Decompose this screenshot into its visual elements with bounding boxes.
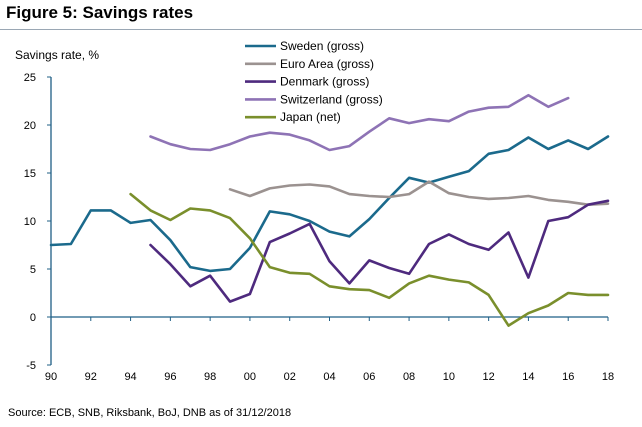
- x-tick-label: 90: [45, 371, 57, 383]
- y-tick-label: 15: [24, 168, 36, 180]
- x-tick-label: 96: [164, 371, 176, 383]
- series-line-euro-area-gross: [228, 180, 610, 206]
- source-note: Source: ECB, SNB, Riksbank, BoJ, DNB as …: [8, 407, 292, 419]
- legend: Sweden (gross) Euro Area (gross) Denmark (…: [245, 39, 383, 124]
- y-tick-label: 5: [30, 264, 36, 276]
- x-tick-label: 18: [602, 371, 614, 383]
- series-line-sweden-gross: [49, 135, 610, 273]
- y-axis: -5 0 5 10 15 20 25: [24, 72, 52, 372]
- series-line-japan-net: [129, 192, 610, 327]
- title-divider: [0, 29, 642, 30]
- x-tick-label: 98: [204, 371, 216, 383]
- x-tick-label: 06: [363, 371, 375, 383]
- y-tick-label: -5: [26, 360, 36, 372]
- y-tick-label: 20: [24, 120, 36, 132]
- y-tick-label: 10: [24, 216, 36, 228]
- legend-label-euro-area-gross: Euro Area (gross): [280, 57, 374, 71]
- y-axis-label: Savings rate, %: [15, 48, 99, 62]
- x-tick-label: 02: [284, 371, 296, 383]
- x-tick-label: 94: [124, 371, 136, 383]
- x-tick-label: 92: [85, 371, 97, 383]
- figure-title: Figure 5: Savings rates: [6, 3, 194, 22]
- x-tick-label: 14: [522, 371, 534, 383]
- y-tick-label: 25: [24, 72, 36, 84]
- x-tick-label: 08: [403, 371, 415, 383]
- x-axis: 90 92 94 96 98 00 02 04 06 08 10 12 14 16 18: [45, 316, 614, 383]
- x-tick-label: 04: [323, 371, 335, 383]
- y-tick-label: 0: [30, 312, 36, 324]
- legend-label-denmark-gross: Denmark (gross): [280, 75, 369, 89]
- x-tick-label: 10: [443, 371, 455, 383]
- series-line-switzerland-gross: [149, 93, 570, 152]
- series-lines: [49, 93, 610, 327]
- series-line-denmark-gross: [149, 199, 610, 303]
- x-tick-label: 00: [244, 371, 256, 383]
- legend-label-japan-net: Japan (net): [280, 110, 341, 124]
- legend-label-sweden-gross: Sweden (gross): [280, 39, 364, 53]
- savings-rate-line-chart: Savings rate, % -5 0 5 10 15 20 25 90 92 94 96 98 0…: [15, 39, 614, 383]
- legend-label-switzerland-gross: Switzerland (gross): [280, 92, 383, 106]
- x-tick-label: 16: [562, 371, 574, 383]
- x-tick-label: 12: [483, 371, 495, 383]
